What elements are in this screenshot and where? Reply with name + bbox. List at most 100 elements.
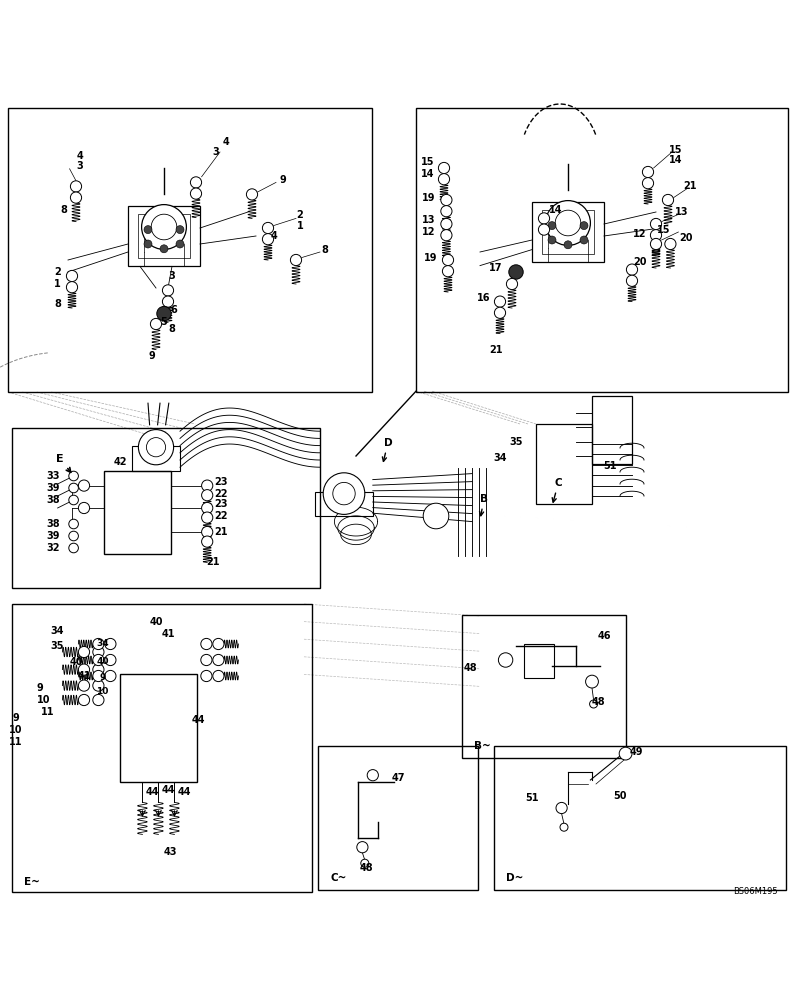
Text: 39: 39: [47, 483, 60, 493]
Circle shape: [290, 254, 302, 266]
Circle shape: [78, 680, 90, 691]
Circle shape: [642, 166, 654, 178]
Circle shape: [201, 654, 212, 666]
Text: 21: 21: [214, 527, 227, 537]
Text: 22: 22: [214, 511, 227, 521]
Text: 48: 48: [359, 863, 374, 873]
Circle shape: [213, 654, 224, 666]
Circle shape: [213, 638, 224, 650]
Circle shape: [201, 638, 212, 650]
Circle shape: [69, 531, 78, 541]
Circle shape: [564, 241, 572, 249]
Text: 4: 4: [223, 137, 230, 147]
Circle shape: [506, 278, 518, 290]
Circle shape: [70, 192, 82, 203]
Text: 50: 50: [614, 791, 626, 801]
Text: 1: 1: [297, 221, 303, 231]
Text: 3: 3: [77, 161, 83, 171]
Text: 42: 42: [114, 457, 126, 467]
Text: 38: 38: [46, 519, 61, 529]
Text: 4: 4: [77, 151, 83, 161]
Circle shape: [66, 282, 78, 293]
Text: B~: B~: [474, 741, 491, 751]
Text: 9: 9: [99, 673, 106, 682]
Circle shape: [105, 638, 116, 650]
Bar: [532, 202, 604, 262]
Text: 12: 12: [422, 227, 435, 237]
Bar: [592, 396, 632, 464]
Text: 10: 10: [10, 725, 22, 735]
Circle shape: [546, 201, 590, 245]
Circle shape: [560, 823, 568, 831]
Circle shape: [538, 224, 550, 235]
Circle shape: [146, 438, 166, 457]
Text: 8: 8: [61, 205, 67, 215]
Circle shape: [93, 694, 104, 706]
Text: 47: 47: [392, 773, 405, 783]
Circle shape: [69, 471, 78, 481]
Text: E~: E~: [24, 877, 40, 887]
Text: 22: 22: [214, 489, 227, 499]
Circle shape: [190, 188, 202, 199]
Circle shape: [498, 653, 513, 667]
Bar: [524, 644, 554, 678]
Circle shape: [665, 238, 676, 250]
Circle shape: [650, 218, 662, 230]
Circle shape: [323, 473, 365, 514]
Text: 40: 40: [96, 657, 109, 666]
Text: 15: 15: [658, 225, 670, 235]
Circle shape: [650, 238, 662, 250]
Text: 5: 5: [161, 317, 167, 327]
Circle shape: [438, 174, 450, 185]
Text: 33: 33: [47, 471, 60, 481]
Bar: [416, 108, 788, 392]
Circle shape: [442, 254, 454, 266]
Circle shape: [367, 770, 378, 781]
Bar: [12, 604, 312, 892]
Circle shape: [556, 802, 567, 814]
Circle shape: [202, 480, 213, 491]
Circle shape: [538, 213, 550, 224]
Text: 23: 23: [214, 477, 227, 487]
Text: 35: 35: [51, 641, 64, 651]
Circle shape: [642, 178, 654, 189]
Circle shape: [246, 189, 258, 200]
Text: 19: 19: [424, 253, 437, 263]
Circle shape: [361, 859, 369, 867]
Text: 8: 8: [322, 245, 328, 255]
Circle shape: [213, 670, 224, 682]
Circle shape: [93, 664, 104, 675]
Circle shape: [438, 162, 450, 174]
Circle shape: [70, 181, 82, 192]
Bar: [8, 108, 372, 392]
Circle shape: [650, 230, 662, 241]
Circle shape: [580, 222, 588, 230]
Text: 19: 19: [422, 193, 435, 203]
Circle shape: [78, 664, 90, 675]
Bar: [542, 210, 594, 254]
Circle shape: [555, 210, 581, 236]
Text: 38: 38: [46, 495, 61, 505]
Circle shape: [142, 205, 186, 249]
Text: 21: 21: [206, 557, 219, 567]
Text: 44: 44: [162, 785, 174, 795]
Circle shape: [202, 502, 213, 514]
Circle shape: [151, 214, 177, 240]
Text: 14: 14: [422, 169, 434, 179]
Text: 51: 51: [603, 461, 616, 471]
Circle shape: [262, 222, 274, 234]
Text: 11: 11: [42, 707, 54, 717]
Circle shape: [66, 270, 78, 282]
Circle shape: [441, 206, 452, 217]
Text: 3: 3: [213, 147, 219, 157]
Text: 8: 8: [169, 324, 175, 334]
Text: D~: D~: [506, 873, 524, 883]
Text: 41: 41: [162, 629, 174, 639]
Circle shape: [105, 654, 116, 666]
Text: 1: 1: [54, 279, 61, 289]
Circle shape: [93, 670, 104, 682]
Text: 13: 13: [422, 215, 435, 225]
Circle shape: [93, 680, 104, 691]
Bar: [104, 471, 171, 554]
Text: 48: 48: [591, 697, 606, 707]
